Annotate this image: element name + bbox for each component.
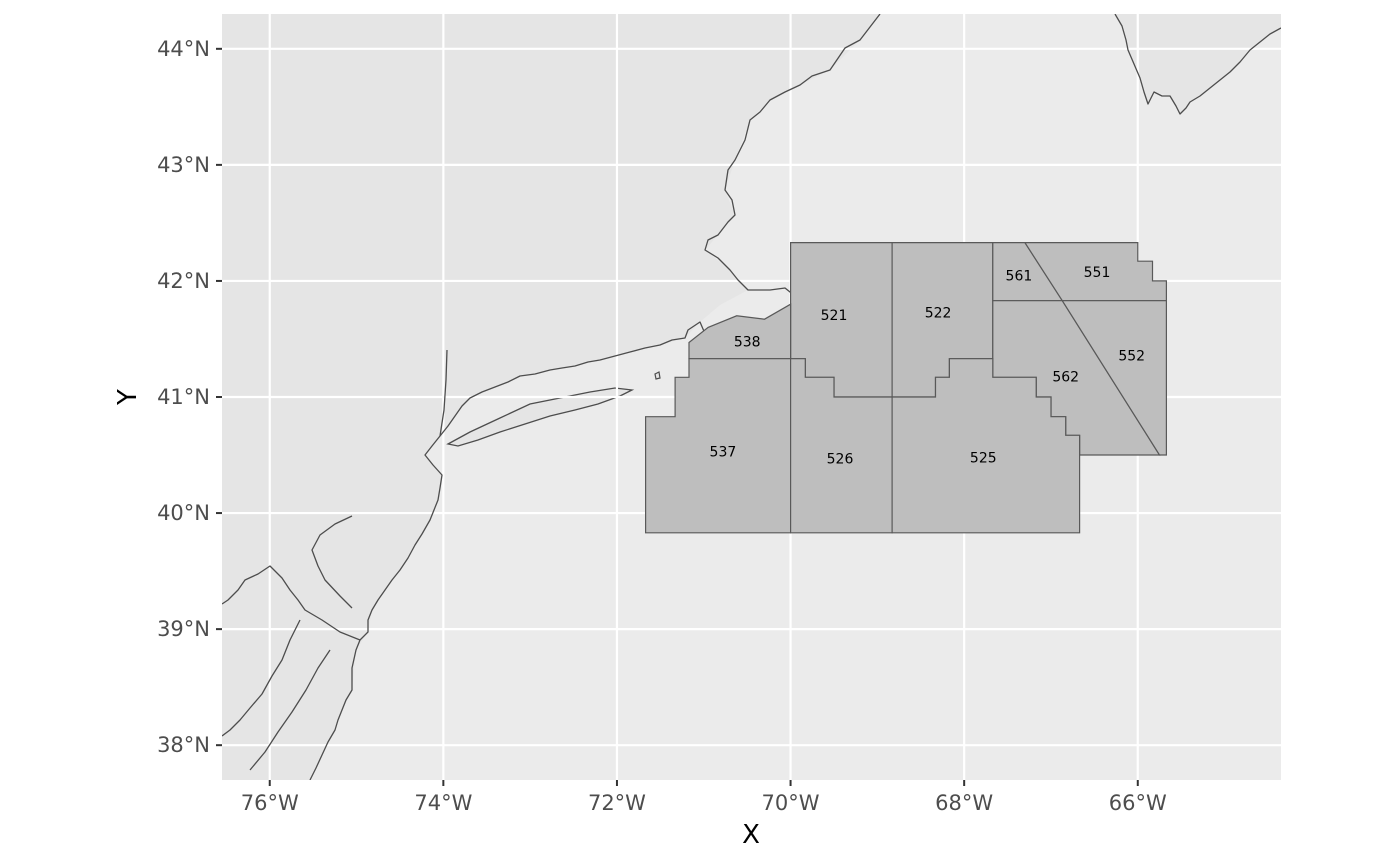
delaware-bay-coastline xyxy=(222,515,361,771)
statistical-area-label-551: 551 xyxy=(1084,265,1111,281)
north-america-land xyxy=(222,14,1281,780)
x-tick-label: 76°W xyxy=(241,791,299,815)
y-tick-label: 41°N xyxy=(157,385,210,409)
y-tick-label: 38°N xyxy=(157,733,210,757)
x-tick-label: 66°W xyxy=(1109,791,1167,815)
y-tick-label: 42°N xyxy=(157,269,210,293)
statistical-area-label-521: 521 xyxy=(821,308,848,324)
statistical-area-label-526: 526 xyxy=(827,452,854,468)
y-tick-label: 43°N xyxy=(157,153,210,177)
x-axis: 76°W 74°W 72°W 70°W 68°W 66°W xyxy=(241,780,1167,815)
graticule xyxy=(222,14,1281,780)
y-axis: 38°N 39°N 40°N 41°N 42°N 43°N 44°N xyxy=(157,37,222,757)
x-tick-label: 68°W xyxy=(935,791,993,815)
x-tick-label: 70°W xyxy=(762,791,820,815)
statistical-area-label-538: 538 xyxy=(734,335,761,351)
block-island xyxy=(654,371,661,380)
x-tick-label: 72°W xyxy=(588,791,646,815)
x-axis-title: X xyxy=(742,820,760,850)
statistical-area-526 xyxy=(789,358,893,534)
statistical-areas xyxy=(644,242,1168,534)
x-tick-label: 74°W xyxy=(414,791,472,815)
statistical-area-525 xyxy=(891,358,1081,534)
statistical-area-552 xyxy=(1061,300,1168,456)
y-tick-label: 39°N xyxy=(157,617,210,641)
statistical-area-label-552: 552 xyxy=(1118,348,1145,364)
y-tick-label: 44°N xyxy=(157,37,210,61)
y-axis-title: Y xyxy=(113,389,143,406)
statistical-area-label-537: 537 xyxy=(710,445,737,461)
statistical-area-label-522: 522 xyxy=(925,305,952,321)
statistical-area-labels: 521 522 561 551 562 552 538 537 526 525 xyxy=(710,265,1146,468)
map-panel: 521 522 561 551 562 552 538 537 526 525 xyxy=(222,14,1281,780)
hudson-river xyxy=(439,349,448,437)
statistical-area-label-562: 562 xyxy=(1052,369,1079,385)
nova-scotia-coastline xyxy=(1114,14,1281,115)
coastline xyxy=(222,14,1281,780)
y-tick-label: 40°N xyxy=(157,501,210,525)
statistical-area-label-561: 561 xyxy=(1006,268,1033,284)
statistical-area-label-525: 525 xyxy=(970,451,997,467)
mainland-coastline xyxy=(309,14,881,780)
